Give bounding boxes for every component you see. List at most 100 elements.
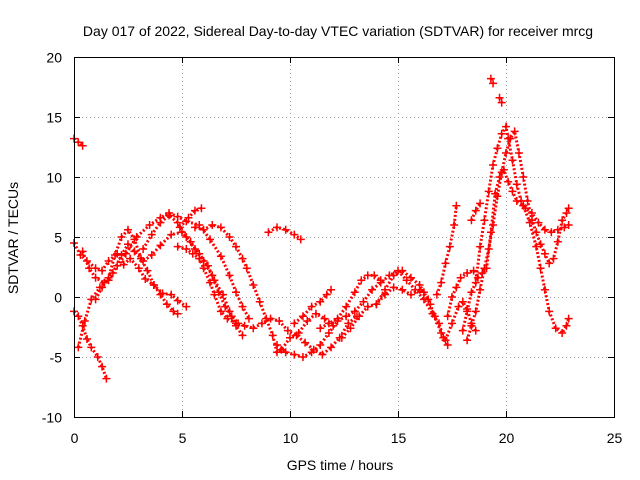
data-point [244, 314, 253, 323]
data-point [458, 326, 467, 335]
data-point [214, 288, 223, 297]
data-point [78, 141, 87, 150]
data-point [553, 237, 562, 246]
series-trace [76, 211, 251, 348]
data-point [143, 266, 152, 275]
series-trace [177, 245, 358, 357]
data-point [273, 341, 282, 349]
data-point [502, 149, 510, 157]
data-point [104, 257, 113, 265]
data-point [281, 225, 290, 234]
data-point [324, 329, 333, 337]
series-arc-13 [290, 285, 336, 328]
data-point [432, 290, 441, 299]
data-point [316, 324, 325, 333]
data-point [290, 319, 299, 328]
data-point [540, 249, 549, 258]
data-point [536, 264, 545, 273]
data-point [419, 288, 428, 297]
data-point [454, 302, 463, 311]
data-point [147, 251, 156, 259]
data-point [523, 197, 532, 205]
data-point [173, 242, 182, 251]
data-point [406, 290, 415, 299]
data-point [327, 343, 336, 352]
data-point [225, 233, 234, 241]
data-point [91, 295, 100, 304]
data-point [156, 290, 165, 299]
series-arc-5 [78, 228, 247, 340]
data-point [476, 242, 485, 251]
data-point [134, 264, 143, 273]
data-point [540, 225, 549, 234]
data-point [249, 281, 258, 289]
data-point [190, 223, 199, 232]
data-point [199, 225, 208, 234]
data-point [108, 269, 117, 277]
data-point [167, 290, 176, 299]
data-point [564, 221, 573, 229]
data-point [463, 336, 472, 345]
data-point [467, 321, 476, 330]
data-point [301, 338, 310, 347]
data-point [98, 283, 107, 292]
data-point [98, 266, 107, 275]
data-point [342, 302, 351, 311]
data-point [402, 276, 411, 285]
data-point [558, 216, 567, 225]
data-point [448, 319, 456, 328]
data-point [564, 314, 573, 323]
data-point [249, 324, 258, 333]
data-point [206, 278, 215, 287]
data-point [119, 260, 128, 269]
data-point [564, 204, 573, 213]
data-point [372, 300, 381, 309]
data-point [294, 329, 303, 337]
data-point [262, 314, 271, 323]
data-point [493, 192, 502, 201]
data-point [238, 302, 247, 311]
data-point [471, 278, 480, 287]
data-point [443, 312, 452, 321]
data-point [316, 341, 325, 349]
data-point [117, 233, 126, 241]
data-point [495, 173, 504, 181]
data-point [232, 319, 240, 328]
data-point [489, 161, 498, 169]
data-point [497, 129, 506, 138]
data-point [553, 225, 562, 234]
data-point [493, 144, 502, 153]
series-arc-8 [175, 204, 206, 232]
data-point [182, 302, 191, 311]
data-point [238, 254, 247, 263]
data-point [344, 319, 353, 328]
data-point [303, 317, 312, 325]
data-point [74, 312, 83, 321]
data-point [426, 300, 435, 309]
data-point [363, 302, 372, 311]
data-point [476, 199, 485, 208]
data-point [225, 271, 234, 280]
data-point [223, 314, 232, 323]
data-point [497, 168, 506, 177]
data-point [242, 264, 251, 273]
data-point [197, 204, 206, 213]
data-point [456, 273, 465, 282]
y-axis-title: SDTVAR / TECUs [5, 182, 21, 294]
data-point [199, 257, 208, 265]
data-point [208, 221, 217, 229]
y-tick-label: 15 [46, 110, 62, 126]
data-point [558, 329, 567, 337]
data-point [463, 307, 472, 316]
data-point [540, 285, 549, 294]
x-tick-label: 10 [283, 430, 299, 446]
data-point [216, 223, 225, 232]
series-arc-22 [486, 74, 498, 88]
data-point [320, 314, 329, 323]
data-point [169, 307, 178, 316]
data-point [273, 223, 282, 232]
data-point [480, 216, 489, 225]
data-point [167, 230, 176, 239]
data-point [327, 285, 336, 294]
